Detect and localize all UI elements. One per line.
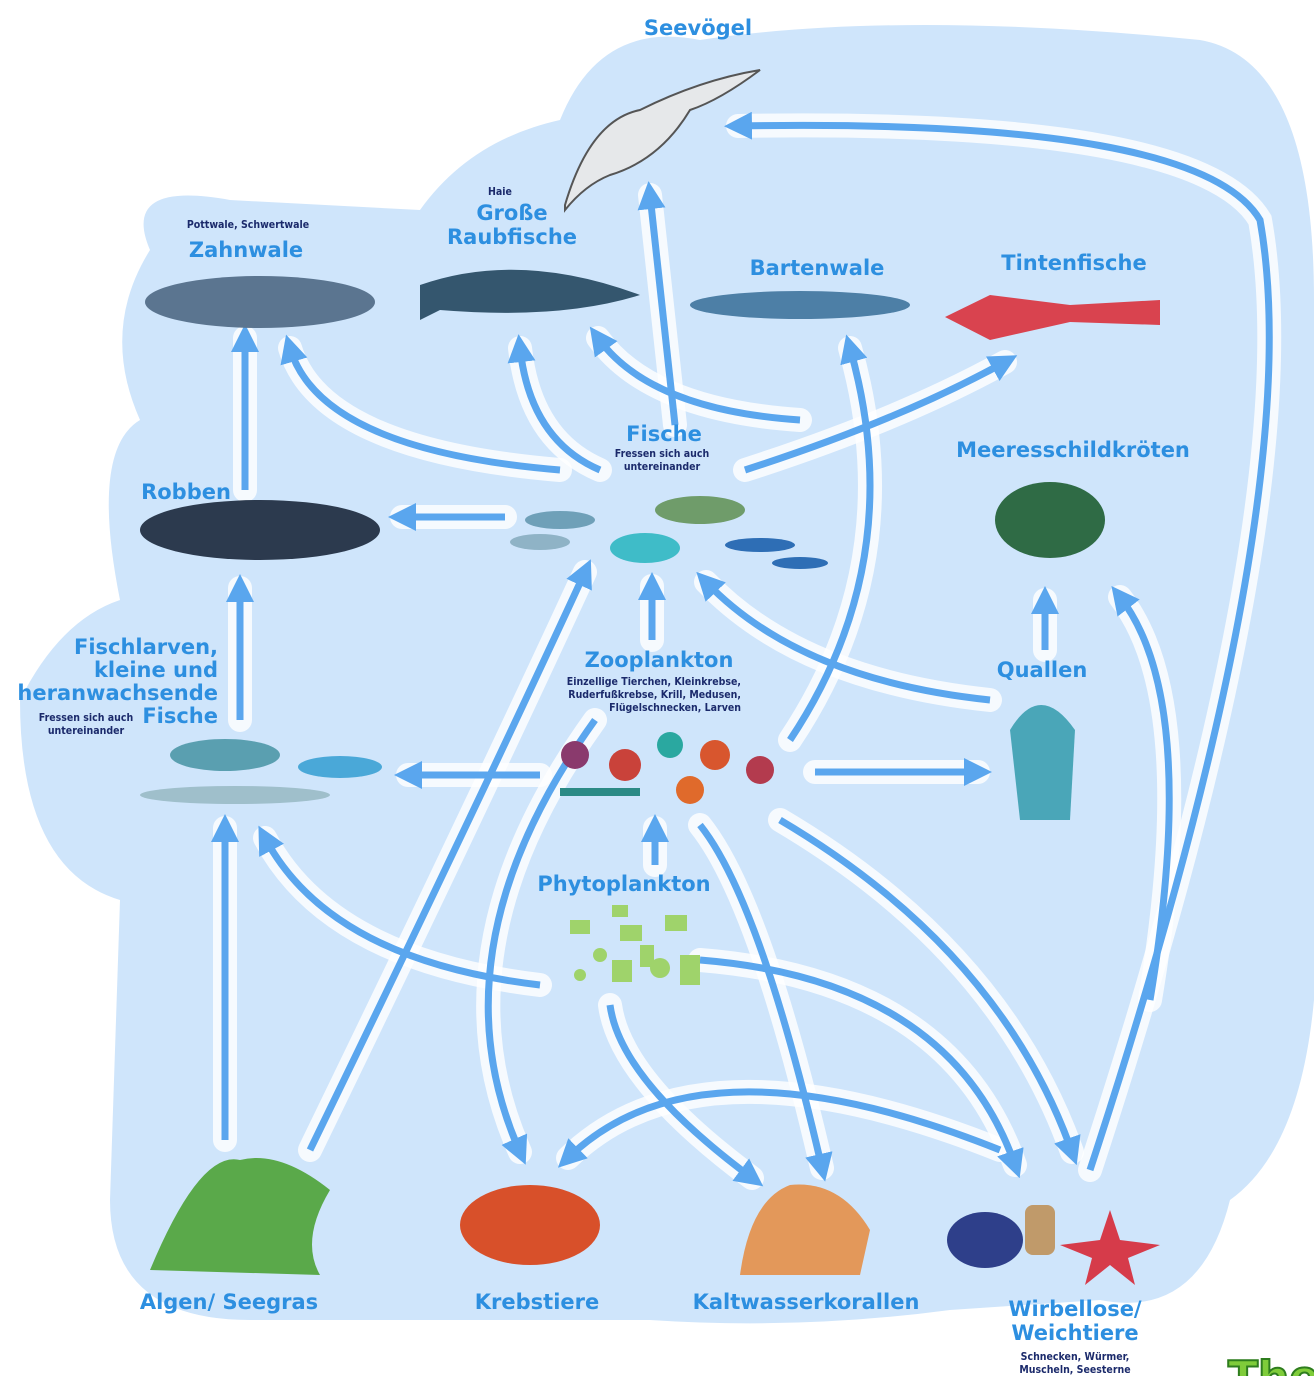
node-label: Zahnwale <box>189 238 303 262</box>
node-label: Phytoplankton <box>537 872 710 896</box>
arrow <box>589 326 801 424</box>
node-sublabel: Haie <box>488 186 512 198</box>
node-label: heranwachsende <box>17 681 218 705</box>
node-sublabel: Einzellige Tierchen, Kleinkrebse, <box>567 676 741 688</box>
arrow <box>306 559 592 1152</box>
arrow <box>743 355 1018 474</box>
node-label: Tintenfische <box>1001 251 1146 275</box>
seal <box>140 500 380 560</box>
arrow <box>280 334 561 474</box>
node-label: Seevögel <box>644 16 752 40</box>
arrow <box>696 571 991 704</box>
coral <box>740 1184 870 1275</box>
node-sublabel: Ruderfußkrebse, Krill, Medusen, <box>568 689 741 701</box>
node-label: Große <box>476 201 547 225</box>
node-label: Algen/ Seegras <box>140 1290 318 1314</box>
node-label: Robben <box>141 480 231 504</box>
larvae <box>140 739 382 804</box>
arrow <box>1111 585 1173 1001</box>
node-sublabel: Fressen sich auch <box>615 448 709 460</box>
node-label: kleine und <box>94 658 218 682</box>
illustrations <box>140 69 1160 1285</box>
node-label: Krebstiere <box>475 1290 599 1314</box>
node-label: Wirbellose/ <box>1008 1297 1142 1321</box>
zooplankton-group <box>560 732 774 804</box>
arrow <box>507 334 602 474</box>
node-label: Kaltwasserkorallen <box>693 1290 920 1314</box>
node-label: Raubfische <box>447 225 577 249</box>
node-sublabel: Muscheln, Seesterne <box>1019 1364 1130 1376</box>
baleen-whale <box>690 291 910 319</box>
arrows <box>211 111 1282 1190</box>
arrow <box>637 181 679 426</box>
arrow <box>557 1088 1002 1168</box>
node-sublabel: Pottwale, Schwertwale <box>187 219 309 231</box>
node-label: Quallen <box>997 658 1088 682</box>
crab <box>460 1185 600 1265</box>
node-label: Fischlarven, <box>74 635 218 659</box>
node-sublabel: Flügelschnecken, Larven <box>609 702 741 714</box>
fish-group <box>510 496 828 569</box>
squid <box>945 295 1160 340</box>
node-label: Fische <box>626 422 702 446</box>
arrow <box>697 822 833 1182</box>
sperm-whale <box>145 276 375 328</box>
turtle <box>995 482 1105 558</box>
node-label: Fische <box>142 704 218 728</box>
arrow <box>606 1004 764 1187</box>
node-label: Weichtiere <box>1011 1321 1138 1345</box>
jellyfish <box>1010 705 1075 820</box>
arrow <box>699 956 1024 1179</box>
node-sublabel: untereinander <box>48 725 125 737</box>
seagrass <box>150 1158 330 1275</box>
invertebrates <box>947 1205 1160 1285</box>
arrow <box>484 717 598 1165</box>
arrow <box>724 111 1273 1172</box>
seabird <box>564 69 761 213</box>
logo: The <box>1228 1352 1314 1376</box>
node-sublabel: Fressen sich auch <box>39 712 133 724</box>
arrow <box>778 816 1081 1166</box>
node-sublabel: Schnecken, Würmer, <box>1021 1351 1130 1363</box>
node-label: Zooplankton <box>585 648 734 672</box>
node-label: Bartenwale <box>750 256 885 280</box>
phytoplankton-group <box>570 905 700 985</box>
node-sublabel: untereinander <box>624 461 701 473</box>
arrow <box>787 334 874 742</box>
node-label: Meeresschildkröten <box>956 438 1190 462</box>
shark <box>420 269 640 320</box>
labels: Seevögel Zahnwale Pottwale, Schwertwale Gro… <box>17 16 1190 1376</box>
